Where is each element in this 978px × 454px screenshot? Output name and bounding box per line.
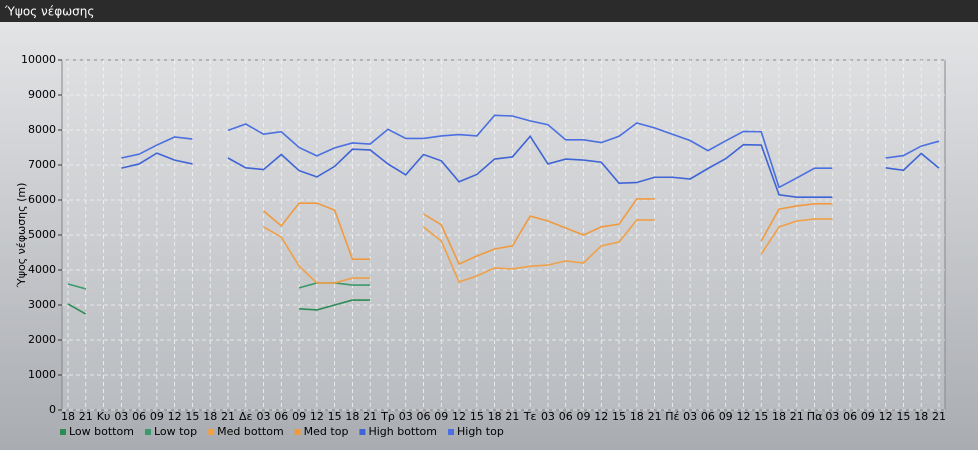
legend-label: Med top: [304, 425, 349, 438]
x-tick-label: 12: [310, 410, 324, 423]
x-tick-label: Τρ: [380, 410, 395, 423]
x-tick-label: Δε: [239, 410, 253, 423]
x-tick-label: Πέ: [665, 410, 679, 423]
x-tick-label: 15: [896, 410, 910, 423]
x-tick-label: 18: [772, 410, 786, 423]
x-tick-label: 03: [683, 410, 697, 423]
x-tick-label: 18: [914, 410, 928, 423]
legend-label: Low bottom: [69, 425, 134, 438]
x-tick-label: 06: [701, 410, 715, 423]
x-tick-label: 21: [363, 410, 377, 423]
y-tick-label: 9000: [28, 88, 56, 101]
x-tick-label: 15: [328, 410, 342, 423]
legend-swatch: [208, 429, 215, 435]
series-line: [67, 299, 371, 315]
series-line: [121, 134, 940, 198]
x-tick-label: 15: [470, 410, 484, 423]
y-tick-label: 6000: [28, 193, 56, 206]
x-tick-label: 09: [292, 410, 306, 423]
title-bar: [0, 0, 978, 22]
y-tick-label: 3000: [28, 298, 56, 311]
x-tick-label: 09: [576, 410, 590, 423]
x-tick-label: 06: [417, 410, 431, 423]
legend-label: High bottom: [368, 425, 437, 438]
x-tick-label: 21: [79, 410, 93, 423]
x-tick-label: 12: [736, 410, 750, 423]
x-tick-label: 06: [843, 410, 857, 423]
series-line: [263, 198, 833, 266]
x-tick-label: 15: [754, 410, 768, 423]
x-tick-label: 21: [221, 410, 235, 423]
legend-swatch: [448, 429, 454, 435]
x-tick-label: 09: [719, 410, 733, 423]
x-tick-label: Πα: [807, 410, 823, 423]
x-tick-label: 09: [434, 410, 448, 423]
x-tick-label: 06: [132, 410, 146, 423]
y-tick-label: 2000: [28, 333, 56, 346]
y-tick-label: 1000: [28, 368, 56, 381]
x-tick-label: 09: [150, 410, 164, 423]
x-tick-label: 21: [932, 410, 946, 423]
x-tick-label: 18: [345, 410, 359, 423]
legend-swatch: [359, 429, 366, 435]
x-tick-label: 06: [559, 410, 573, 423]
legend-swatch: [144, 429, 151, 435]
x-tick-label: 21: [505, 410, 519, 423]
x-tick-label: 03: [257, 410, 271, 423]
x-tick-label: 15: [612, 410, 626, 423]
legend-label: High top: [457, 425, 504, 438]
series-line: [121, 114, 940, 189]
y-tick-label: 8000: [28, 123, 56, 136]
x-tick-label: 09: [861, 410, 875, 423]
y-tick-label: 4000: [28, 263, 56, 276]
x-tick-label: 21: [648, 410, 662, 423]
x-tick-label: 03: [825, 410, 839, 423]
y-tick-label: 7000: [28, 158, 56, 171]
legend-label: Low top: [154, 425, 197, 438]
y-tick-label: 10000: [21, 53, 56, 66]
x-tick-label: 18: [488, 410, 502, 423]
window-title: Ύψος νέφωσης: [4, 5, 94, 19]
x-tick-label: 12: [168, 410, 182, 423]
series-line: [263, 218, 833, 284]
y-axis-label: Ύψος νέφωσης (m): [15, 183, 28, 289]
x-tick-label: 12: [594, 410, 608, 423]
legend-swatch: [294, 429, 301, 435]
x-tick-label: 18: [61, 410, 75, 423]
y-tick-label: 5000: [28, 228, 56, 241]
x-tick-label: 03: [541, 410, 555, 423]
x-tick-label: Κυ: [97, 410, 111, 423]
x-tick-label: 03: [399, 410, 413, 423]
legend-label: Med bottom: [217, 425, 284, 438]
legend-swatch: [60, 429, 66, 435]
y-tick-label: 0: [49, 403, 56, 416]
x-tick-label: 15: [185, 410, 199, 423]
x-tick-label: 06: [274, 410, 288, 423]
x-tick-label: 12: [452, 410, 466, 423]
x-tick-label: 12: [879, 410, 893, 423]
x-tick-label: 03: [114, 410, 128, 423]
x-tick-label: 21: [790, 410, 804, 423]
x-tick-label: 18: [203, 410, 217, 423]
x-tick-label: Τε: [523, 410, 537, 423]
x-tick-label: 18: [630, 410, 644, 423]
